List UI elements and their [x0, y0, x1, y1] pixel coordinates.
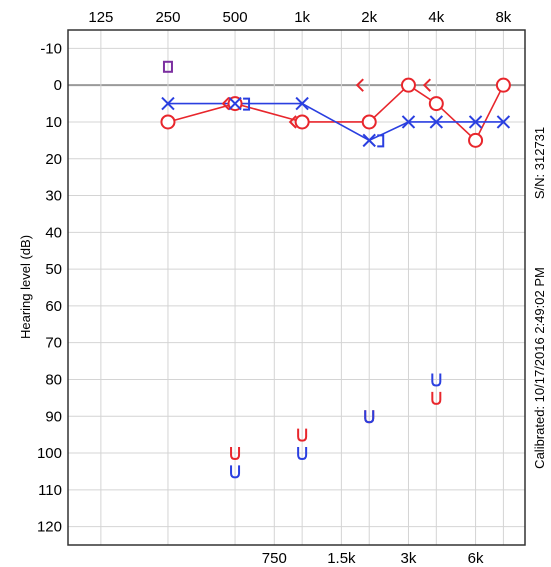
y-tick-label: 80: [45, 371, 62, 388]
y-tick-label: 90: [45, 408, 62, 425]
series-line-blue: [167, 102, 504, 142]
square-mark: [162, 60, 173, 73]
circle-mark: [468, 132, 484, 148]
bracket-right-mark: [377, 134, 385, 148]
y-tick-label: 0: [54, 77, 62, 94]
circle-mark: [160, 114, 176, 130]
x-top-tick-label: 1k: [294, 9, 310, 26]
y-tick-label: 120: [37, 519, 62, 536]
cross-mark: [161, 96, 175, 111]
circle-mark: [495, 77, 511, 93]
y-tick-label: 10: [45, 114, 62, 131]
y-tick-label: 50: [45, 261, 62, 278]
calibrated-label: Calibrated: 10/17/2016 2:49:02 PM: [532, 267, 547, 469]
x-top-tick-label: 125: [88, 9, 113, 26]
u-mark: [230, 447, 241, 461]
x-bottom-tick-label: 750: [262, 550, 287, 567]
cross-mark: [362, 133, 376, 148]
cross-mark: [429, 115, 444, 129]
bracket-left-mark: [422, 78, 432, 92]
x-bottom-tick-label: 1.5k: [327, 550, 356, 567]
u-mark: [431, 373, 442, 387]
y-tick-label: 20: [45, 151, 62, 168]
series-line-red: [167, 84, 505, 142]
y-tick-label: 30: [45, 188, 62, 205]
circle-mark: [428, 96, 444, 112]
u-mark: [364, 410, 375, 424]
x-bottom-tick-labels: 750 1.5k 3k 6k: [262, 550, 484, 567]
y-tick-label: 100: [37, 445, 62, 462]
bracket-right-mark: [243, 97, 251, 111]
u-mark: [431, 391, 442, 405]
u-mark: [297, 447, 308, 461]
x-top-tick-label: 500: [223, 9, 248, 26]
y-tick-label: 40: [45, 224, 62, 241]
cross-mark: [496, 115, 511, 129]
bracket-left-mark: [355, 78, 364, 92]
series-marks: [160, 60, 511, 479]
x-top-tick-label: 250: [155, 9, 180, 26]
circle-mark: [361, 114, 377, 130]
cross-mark: [468, 115, 483, 129]
cross-mark: [295, 96, 309, 111]
y-tick-label: 60: [45, 298, 62, 315]
y-axis-label: Hearing level (dB): [18, 235, 33, 339]
bracket-left-mark: [221, 96, 230, 111]
serial-number-label: S/N: 312731: [532, 127, 547, 199]
chart-grid: [68, 30, 525, 545]
y-tick-label: 70: [45, 335, 62, 352]
plot-frame: [67, 29, 526, 546]
x-top-tick-label: 8k: [495, 9, 511, 26]
y-tick-label: 110: [38, 482, 62, 499]
cross-mark: [401, 115, 416, 129]
y-tick-label: -10: [40, 40, 62, 57]
x-bottom-tick-label: 3k: [401, 550, 417, 567]
y-tick-labels: -10 0 10 20 30 40 50 60 70 80 90 100 110 120: [37, 40, 62, 535]
series-lines: [167, 84, 505, 142]
x-top-tick-label: 4k: [428, 9, 444, 26]
bracket-left-mark: [288, 115, 297, 129]
x-top-tick-labels: 125 250 500 1k 2k 4k 8k: [88, 9, 511, 26]
u-mark: [297, 428, 308, 442]
cross-mark: [228, 96, 242, 111]
x-top-tick-label: 2k: [361, 9, 377, 26]
x-bottom-tick-label: 6k: [468, 550, 484, 567]
circle-mark: [294, 114, 310, 130]
u-mark: [230, 465, 241, 479]
circle-mark: [400, 77, 416, 93]
